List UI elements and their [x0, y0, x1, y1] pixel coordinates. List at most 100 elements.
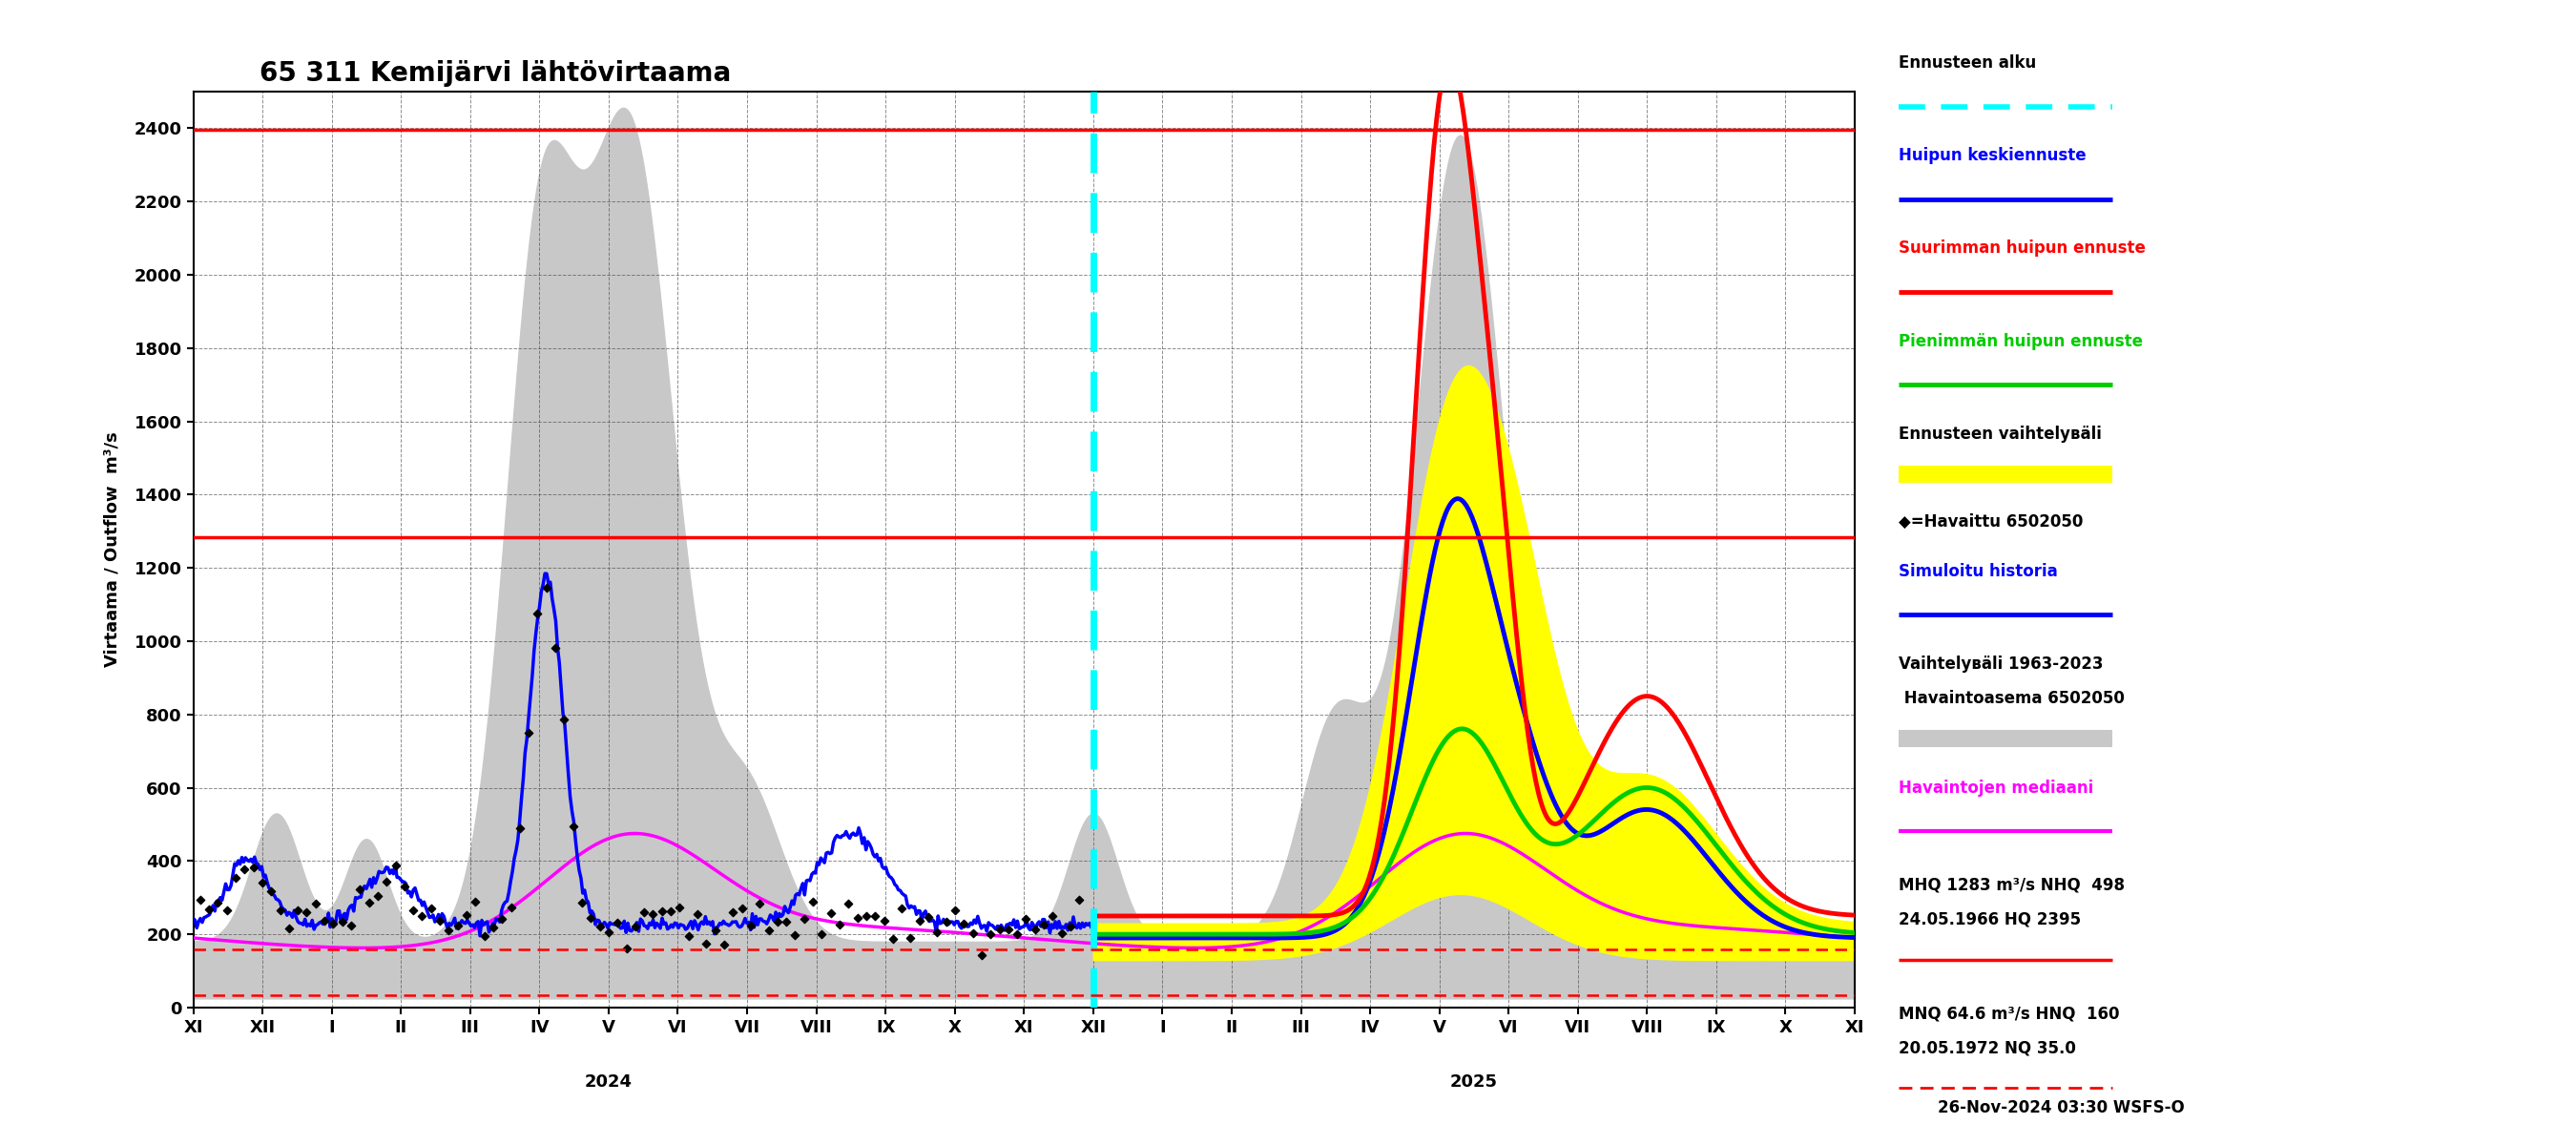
Point: [392, 901, 433, 919]
Point: [783, 909, 824, 927]
Point: [703, 935, 744, 954]
Text: 2025: 2025: [1450, 1074, 1497, 1090]
Point: [837, 909, 878, 927]
Y-axis label: Virtaama / Outflow  m³/s: Virtaama / Outflow m³/s: [103, 432, 121, 668]
Point: [224, 861, 265, 879]
Text: ◆=Havaittu 6502050: ◆=Havaittu 6502050: [1899, 514, 2084, 531]
Text: Suurimman huipun ennuste: Suurimman huipun ennuste: [1899, 240, 2146, 258]
Point: [268, 919, 309, 938]
Point: [721, 900, 762, 918]
Point: [551, 816, 592, 835]
Point: [366, 872, 407, 891]
Point: [482, 910, 523, 929]
Text: Ennusteen vaihtelувäli: Ennusteen vaihtelувäli: [1899, 426, 2102, 443]
Text: 2024: 2024: [585, 1074, 634, 1090]
Point: [198, 893, 240, 911]
Point: [775, 926, 817, 945]
Point: [917, 923, 958, 941]
Point: [598, 914, 639, 932]
Point: [997, 925, 1038, 943]
Text: 26-Nov-2024 03:30 WSFS-O: 26-Nov-2024 03:30 WSFS-O: [1937, 1099, 2184, 1116]
Point: [420, 911, 461, 930]
Point: [340, 879, 381, 898]
Point: [649, 902, 690, 921]
Point: [322, 913, 363, 931]
Point: [358, 886, 399, 905]
Text: 65 311 Kemijärvi lähtövirtaama: 65 311 Kemijärvi lähtövirtaama: [260, 60, 732, 87]
Point: [747, 922, 788, 940]
Point: [953, 924, 994, 942]
Point: [214, 869, 255, 887]
Point: [489, 899, 531, 917]
Point: [544, 710, 585, 728]
Point: [793, 893, 835, 911]
Point: [935, 901, 976, 919]
Point: [507, 724, 549, 742]
Point: [1051, 917, 1092, 935]
Point: [801, 925, 842, 943]
Point: [757, 913, 799, 931]
Text: Havaintojen mediaani: Havaintojen mediaani: [1899, 780, 2094, 797]
Point: [260, 901, 301, 919]
Point: [641, 902, 683, 921]
Point: [464, 927, 505, 946]
Point: [863, 911, 904, 930]
Text: Havaintoasema 6502050: Havaintoasema 6502050: [1899, 690, 2125, 708]
Point: [569, 909, 611, 927]
Point: [623, 903, 665, 922]
Point: [873, 930, 914, 948]
Point: [889, 930, 930, 948]
Point: [1005, 910, 1046, 929]
Point: [696, 921, 737, 939]
Point: [987, 919, 1028, 938]
Point: [677, 905, 719, 923]
Point: [526, 578, 567, 597]
Point: [562, 893, 603, 911]
Point: [1015, 921, 1056, 939]
Point: [471, 918, 513, 937]
Point: [685, 934, 726, 953]
Text: Simuloitu historia: Simuloitu historia: [1899, 563, 2058, 581]
Point: [819, 916, 860, 934]
Point: [1041, 924, 1082, 942]
Text: Pienimmän huipun ennuste: Pienimmän huipun ennuste: [1899, 333, 2143, 350]
Point: [500, 820, 541, 838]
Text: Huipun keskiennuste: Huipun keskiennuste: [1899, 147, 2087, 164]
Point: [206, 901, 247, 919]
Point: [881, 899, 922, 917]
Text: MHQ 1283 m³/s NHQ  498: MHQ 1283 m³/s NHQ 498: [1899, 877, 2125, 894]
Point: [616, 917, 657, 935]
Point: [739, 894, 781, 913]
Point: [278, 901, 319, 919]
Point: [667, 926, 708, 945]
Point: [855, 907, 896, 925]
Point: [1033, 907, 1074, 925]
Point: [428, 921, 469, 939]
Point: [402, 907, 443, 925]
Point: [605, 939, 647, 957]
Point: [188, 900, 229, 918]
Point: [961, 946, 1002, 964]
Point: [384, 877, 425, 895]
Text: 20.05.1972 NQ 35.0: 20.05.1972 NQ 35.0: [1899, 1040, 2076, 1057]
Point: [1023, 915, 1064, 933]
Point: [899, 911, 940, 930]
Point: [348, 893, 389, 911]
Point: [304, 911, 345, 930]
Point: [438, 916, 479, 934]
Point: [286, 903, 327, 922]
Point: [971, 925, 1012, 943]
Point: [845, 907, 886, 925]
Point: [809, 905, 850, 923]
Point: [943, 915, 984, 933]
Point: [634, 905, 675, 923]
Text: Vaihtelувäli 1963-2023: Vaihtelувäli 1963-2023: [1899, 656, 2102, 673]
Point: [410, 899, 451, 917]
Point: [312, 915, 353, 933]
Point: [979, 921, 1020, 939]
Text: Ennusteen alku: Ennusteen alku: [1899, 54, 2035, 71]
Point: [659, 898, 701, 916]
Point: [580, 918, 621, 937]
Point: [536, 639, 577, 657]
Point: [180, 891, 222, 909]
